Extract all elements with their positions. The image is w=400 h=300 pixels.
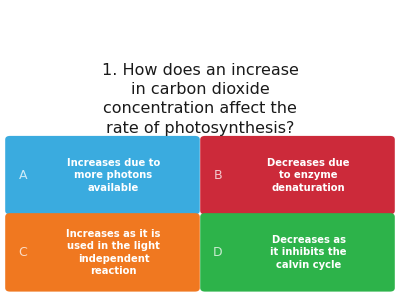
FancyBboxPatch shape [200,213,395,292]
Text: Decreases due
to enzyme
denaturation: Decreases due to enzyme denaturation [267,158,350,193]
FancyBboxPatch shape [5,136,200,214]
FancyBboxPatch shape [200,136,395,214]
Text: Increases as it is
used in the light
independent
reaction: Increases as it is used in the light ind… [66,229,161,276]
Text: Decreases as
it inhibits the
calvin cycle: Decreases as it inhibits the calvin cycl… [270,235,347,270]
Text: 1. How does an increase
in carbon dioxide
concentration affect the
rate of photo: 1. How does an increase in carbon dioxid… [102,63,298,136]
FancyBboxPatch shape [5,213,200,292]
Text: A: A [18,169,27,182]
Text: B: B [214,169,222,182]
Text: D: D [213,246,223,259]
Text: Increases due to
more photons
available: Increases due to more photons available [67,158,160,193]
Text: C: C [18,246,27,259]
